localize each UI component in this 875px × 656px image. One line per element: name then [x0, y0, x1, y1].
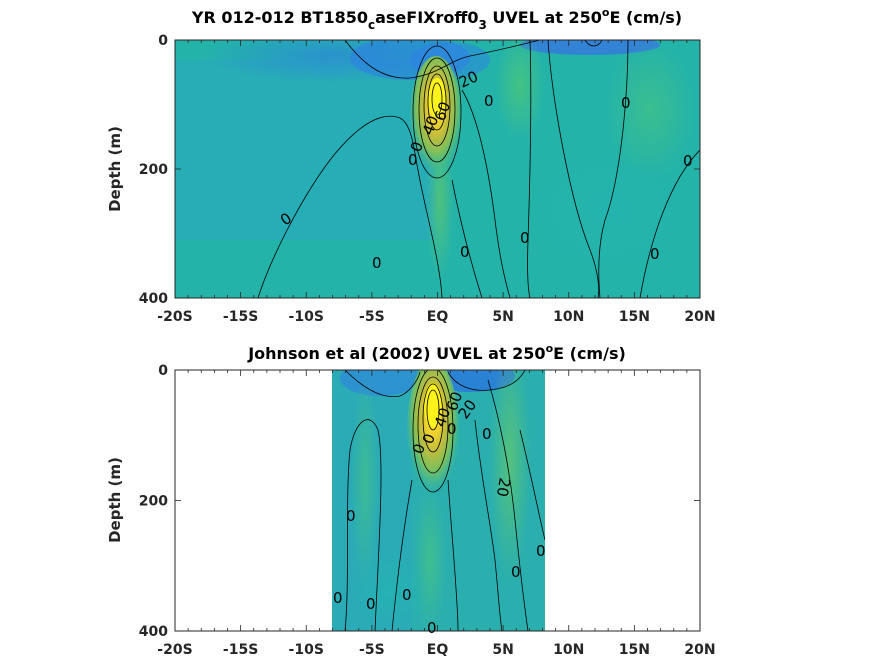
x-tick-label: 5N — [492, 642, 513, 656]
y-tick-label: 400 — [139, 624, 168, 640]
panel-2: Johnson et al (2002) UVEL at 250oE (cm/s… — [106, 342, 716, 656]
panel-2-contours — [344, 370, 545, 631]
x-tick-label: -10S — [289, 309, 324, 325]
x-tick-label: 15N — [619, 309, 650, 325]
contour-label: 0 — [520, 229, 530, 247]
contour-label: 0 — [683, 152, 693, 170]
panel-2-title: Johnson et al (2002) UVEL at 250oE (cm/s… — [247, 342, 626, 363]
x-tick-label: -15S — [223, 309, 258, 325]
x-tick-label: 10N — [553, 642, 584, 656]
panel-1-title: YR 012-012 BT1850caseFIXroff03 UVEL at 2… — [191, 6, 682, 32]
x-tick-label: -20S — [157, 642, 192, 656]
y-tick-label: 0 — [158, 33, 168, 49]
contour-label: 0 — [346, 507, 356, 525]
y-tick-label: 200 — [139, 494, 168, 510]
contour-label: 0 — [482, 425, 492, 443]
contour-label: 20 — [493, 476, 514, 498]
contour-label: 0 — [447, 420, 457, 438]
x-tick-label: EQ — [427, 309, 449, 325]
x-tick-label: -15S — [223, 642, 258, 656]
y-tick-label: 0 — [158, 363, 168, 379]
panel-1-x-ticks: -20S -15S -10S -5S EQ 5N 10N 15N 20N — [157, 40, 716, 325]
panel-1: YR 012-012 BT1850caseFIXroff03 UVEL at 2… — [106, 6, 716, 325]
x-tick-label: -5S — [359, 642, 385, 656]
panel-1-field — [175, 40, 700, 298]
contour-label: 0 — [402, 586, 412, 604]
contour-label: 0 — [372, 254, 382, 272]
x-tick-label: 20N — [684, 309, 715, 325]
x-tick-label: -5S — [359, 309, 385, 325]
x-tick-label: 5N — [492, 309, 513, 325]
x-tick-label: EQ — [427, 642, 449, 656]
contour-label: 40 — [419, 113, 442, 137]
x-tick-label: 15N — [619, 642, 650, 656]
contour-label: 0 — [484, 92, 494, 110]
x-tick-label: 20N — [684, 642, 715, 656]
x-tick-label: -10S — [289, 642, 324, 656]
contour-label: 0 — [511, 563, 521, 581]
contour-label: 0 — [408, 151, 418, 169]
x-tick-label: -20S — [157, 309, 192, 325]
panel-1-y-label: Depth (m) — [106, 126, 124, 212]
x-tick-label: 10N — [553, 309, 584, 325]
contour-label: 0 — [650, 245, 660, 263]
contour-label: 0 — [427, 619, 437, 637]
contour-label: 40 — [431, 405, 454, 429]
panel-2-x-ticks: -20S -15S -10S -5S EQ 5N 10N 15N 20N — [157, 370, 716, 656]
contour-label: 0 — [366, 595, 376, 613]
contour-label: 0 — [536, 542, 546, 560]
y-tick-label: 200 — [139, 162, 168, 178]
panel-2-y-label: Depth (m) — [106, 457, 124, 543]
contour-label: 60 — [443, 389, 466, 413]
contour-label: 0 — [621, 94, 631, 112]
contour-label: 60 — [431, 99, 454, 123]
contour-label: 0 — [460, 243, 470, 261]
panel-1-contours — [257, 40, 700, 298]
y-tick-label: 400 — [139, 291, 168, 307]
contour-label: 0 — [333, 589, 343, 607]
